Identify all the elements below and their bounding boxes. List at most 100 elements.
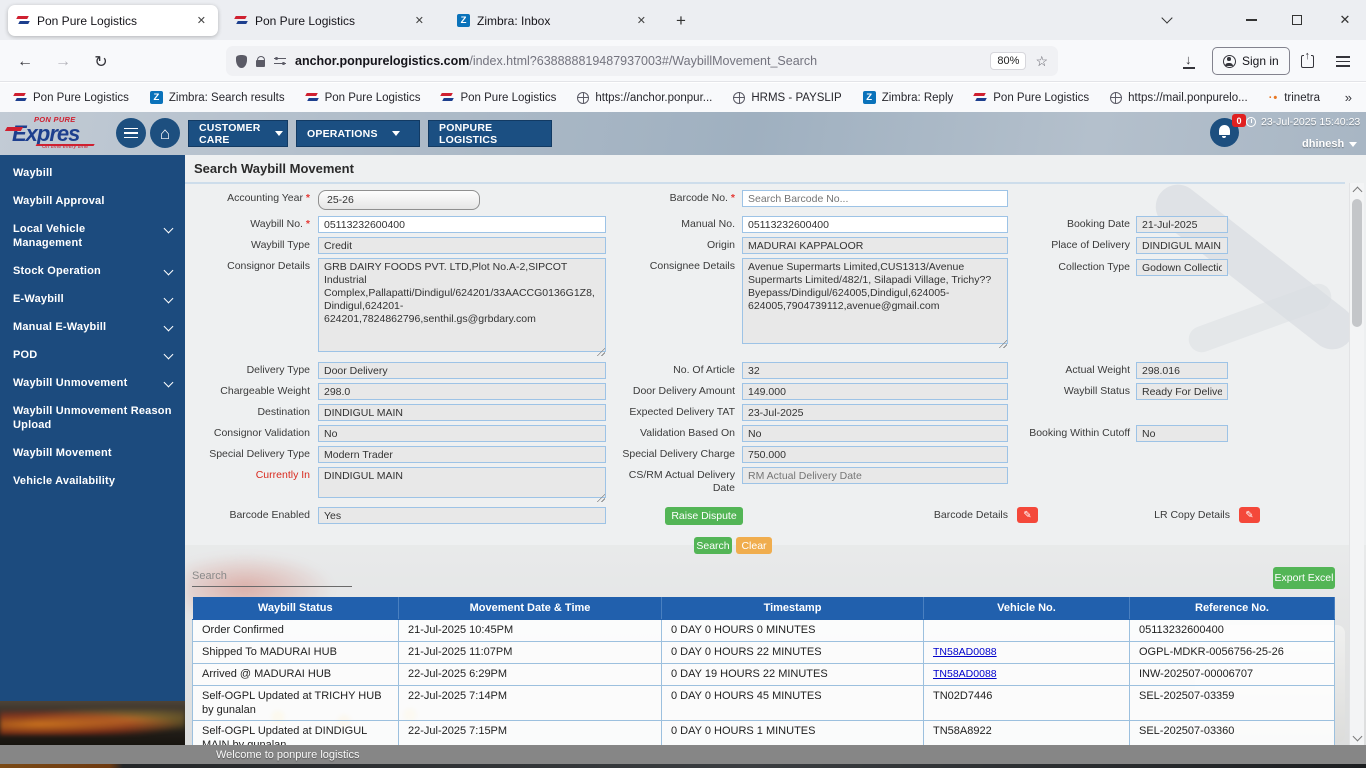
sidebar-item-vehicle-availability[interactable]: Vehicle Availability	[13, 475, 116, 487]
export-excel-button[interactable]: Export Excel	[1273, 567, 1335, 589]
waybill-status-label: Waybill Status	[1063, 385, 1130, 397]
sidebar-item-stock-operation[interactable]: Stock Operation	[0, 257, 185, 285]
validation-based-on-label: Validation Based On	[640, 427, 735, 439]
user-menu[interactable]: dhinesh	[1302, 138, 1358, 150]
reload-button[interactable]: ↻	[94, 53, 108, 71]
bookmark-item[interactable]: HRMS - PAYSLIP	[733, 91, 842, 104]
list-all-tabs-button[interactable]	[1150, 0, 1184, 40]
cell-timestamp: 0 DAY 19 HOURS 22 MINUTES	[661, 662, 924, 686]
sidebar-item-manual-e-waybill[interactable]: Manual E-Waybill	[0, 313, 185, 341]
sidebar-item-waybill[interactable]: Waybill	[13, 167, 53, 179]
bookmark-item[interactable]: Pon Pure Logistics	[306, 92, 421, 104]
bottom-photo-strip	[0, 764, 1366, 768]
place-of-delivery-field	[1136, 237, 1228, 254]
vehicle-link[interactable]: TN58AD0088	[933, 667, 997, 680]
cell-vehicle: TN58AD0088	[923, 640, 1130, 664]
sidebar-item-local-vehicle-management[interactable]: Local Vehicle Management	[0, 215, 185, 257]
scroll-down-icon[interactable]	[1352, 731, 1363, 742]
chargeable-weight-label: Chargeable Weight	[220, 385, 310, 397]
bookmark-item[interactable]: https://mail.ponpurelo...	[1110, 91, 1248, 104]
barcode-no-input[interactable]	[742, 190, 1008, 207]
scrollbar-thumb[interactable]	[1352, 199, 1362, 327]
sidebar-item-waybill-approval[interactable]: Waybill Approval	[13, 195, 105, 207]
download-icon	[1182, 52, 1196, 69]
ponpure-favicon	[17, 15, 30, 26]
sidebar-item-pod[interactable]: POD	[0, 341, 185, 369]
cell-datetime: 22-Jul-2025 7:14PM	[398, 684, 662, 721]
chevron-down-icon	[163, 293, 174, 304]
tab-pon-pure-2[interactable]: Pon Pure Logistics ✕	[226, 5, 436, 36]
app-menu-toggle-button[interactable]	[116, 118, 146, 148]
sidebar-item-waybill-unmovement-reason-upload[interactable]: Waybill Unmovement Reason Upload	[13, 405, 172, 431]
sidebar-item-e-waybill[interactable]: E-Waybill	[0, 285, 185, 313]
forward-button[interactable]: →	[55, 52, 71, 70]
bookmarks-bar: Pon Pure Logistics Z Zimbra: Search resul…	[0, 83, 1366, 112]
signin-button[interactable]: Sign in	[1212, 47, 1290, 75]
bookmark-item[interactable]: Z Zimbra: Search results	[149, 91, 285, 104]
hamburger-icon	[1336, 56, 1350, 67]
bookmarks-overflow-button[interactable]: »	[1344, 90, 1352, 105]
browser-tab-bar: Pon Pure Logistics ✕ Pon Pure Logistics …	[0, 0, 1366, 40]
booking-date-label: Booking Date	[1066, 218, 1130, 230]
clear-button[interactable]: Clear	[736, 537, 772, 554]
share-button[interactable]	[1294, 49, 1320, 74]
raise-dispute-button[interactable]: Raise Dispute	[665, 507, 743, 525]
bookmark-item[interactable]: Pon Pure Logistics	[441, 92, 556, 104]
collection-type-field	[1136, 259, 1228, 276]
bookmark-item[interactable]: Z Zimbra: Reply	[862, 91, 953, 104]
new-tab-button[interactable]: +	[676, 11, 686, 30]
profile-icon	[1223, 54, 1236, 68]
window-close-button[interactable]: ✕	[1339, 12, 1351, 27]
lr-copy-details-edit-button[interactable]: ✎	[1239, 507, 1260, 523]
lock-icon[interactable]	[256, 55, 266, 67]
vehicle-link[interactable]: TN58AD0088	[933, 645, 997, 658]
accounting-year-select[interactable]: 25-26	[318, 190, 480, 210]
table-search-input[interactable]	[192, 565, 352, 587]
bookmark-item[interactable]: https://anchor.ponpur...	[577, 91, 712, 104]
vertical-scrollbar[interactable]	[1349, 183, 1364, 745]
tab-close-icon[interactable]: ✕	[636, 15, 646, 27]
resize-handle-icon	[596, 347, 605, 356]
waybill-no-input[interactable]	[318, 216, 606, 233]
ponpure-logistics-button[interactable]: PONPURE LOGISTICS	[428, 120, 552, 147]
collection-type-label: Collection Type	[1058, 261, 1130, 273]
tab-pon-pure-1[interactable]: Pon Pure Logistics ✕	[8, 5, 218, 36]
back-button[interactable]: ←	[17, 52, 33, 70]
bookmark-item[interactable]: Pon Pure Logistics	[14, 92, 129, 104]
permissions-icon[interactable]	[274, 56, 286, 66]
sidebar-item-waybill-movement[interactable]: Waybill Movement	[13, 447, 112, 459]
zoom-level-badge[interactable]: 80%	[991, 53, 1026, 69]
scroll-up-icon[interactable]	[1352, 186, 1363, 197]
tab-zimbra-inbox[interactable]: Z Zimbra: Inbox ✕	[448, 5, 658, 36]
address-bar[interactable]: anchor.ponpurelogistics.com/index.html?6…	[226, 46, 1058, 76]
edit-pencil-icon: ✎	[1245, 509, 1254, 521]
cell-reference: 05113232600400	[1129, 618, 1335, 642]
window-maximize-button[interactable]	[1280, 0, 1314, 40]
chargeable-weight-field	[318, 383, 606, 400]
col-reference-no: Reference No.	[1129, 597, 1335, 620]
consignor-details-label: Consignor Details	[227, 260, 310, 272]
cell-vehicle: TN58AD0088	[923, 662, 1130, 686]
window-minimize-button[interactable]	[1234, 0, 1268, 40]
tab-title: Pon Pure Logistics	[255, 13, 356, 28]
tracking-shield-icon[interactable]	[236, 54, 247, 68]
delivery-type-field	[318, 362, 606, 379]
downloads-button[interactable]	[1176, 49, 1202, 74]
bookmark-star-icon[interactable]: ☆	[1035, 52, 1048, 69]
ponpure-favicon	[974, 92, 987, 103]
cs-rm-actual-delivery-date-input[interactable]	[742, 467, 1008, 484]
customer-care-menu[interactable]: CUSTOMER CARE	[188, 120, 288, 147]
tab-close-icon[interactable]: ✕	[196, 15, 206, 27]
tab-close-icon[interactable]: ✕	[414, 15, 424, 27]
operations-menu[interactable]: OPERATIONS	[296, 120, 420, 147]
home-button[interactable]: ⌂	[150, 118, 180, 148]
menu-button[interactable]	[1330, 49, 1356, 74]
bookmark-item[interactable]: Pon Pure Logistics	[974, 92, 1089, 104]
search-button[interactable]: Search	[694, 537, 732, 554]
home-icon: ⌂	[159, 123, 171, 143]
manual-no-input[interactable]	[742, 216, 1008, 233]
bookmark-item[interactable]: ·• trinetra	[1268, 91, 1321, 104]
barcode-details-edit-button[interactable]: ✎	[1017, 507, 1038, 523]
sidebar-item-waybill-unmovement[interactable]: Waybill Unmovement	[0, 369, 185, 397]
table-row: Arrived @ MADURAI HUB 22-Jul-2025 6:29PM…	[192, 662, 1335, 686]
